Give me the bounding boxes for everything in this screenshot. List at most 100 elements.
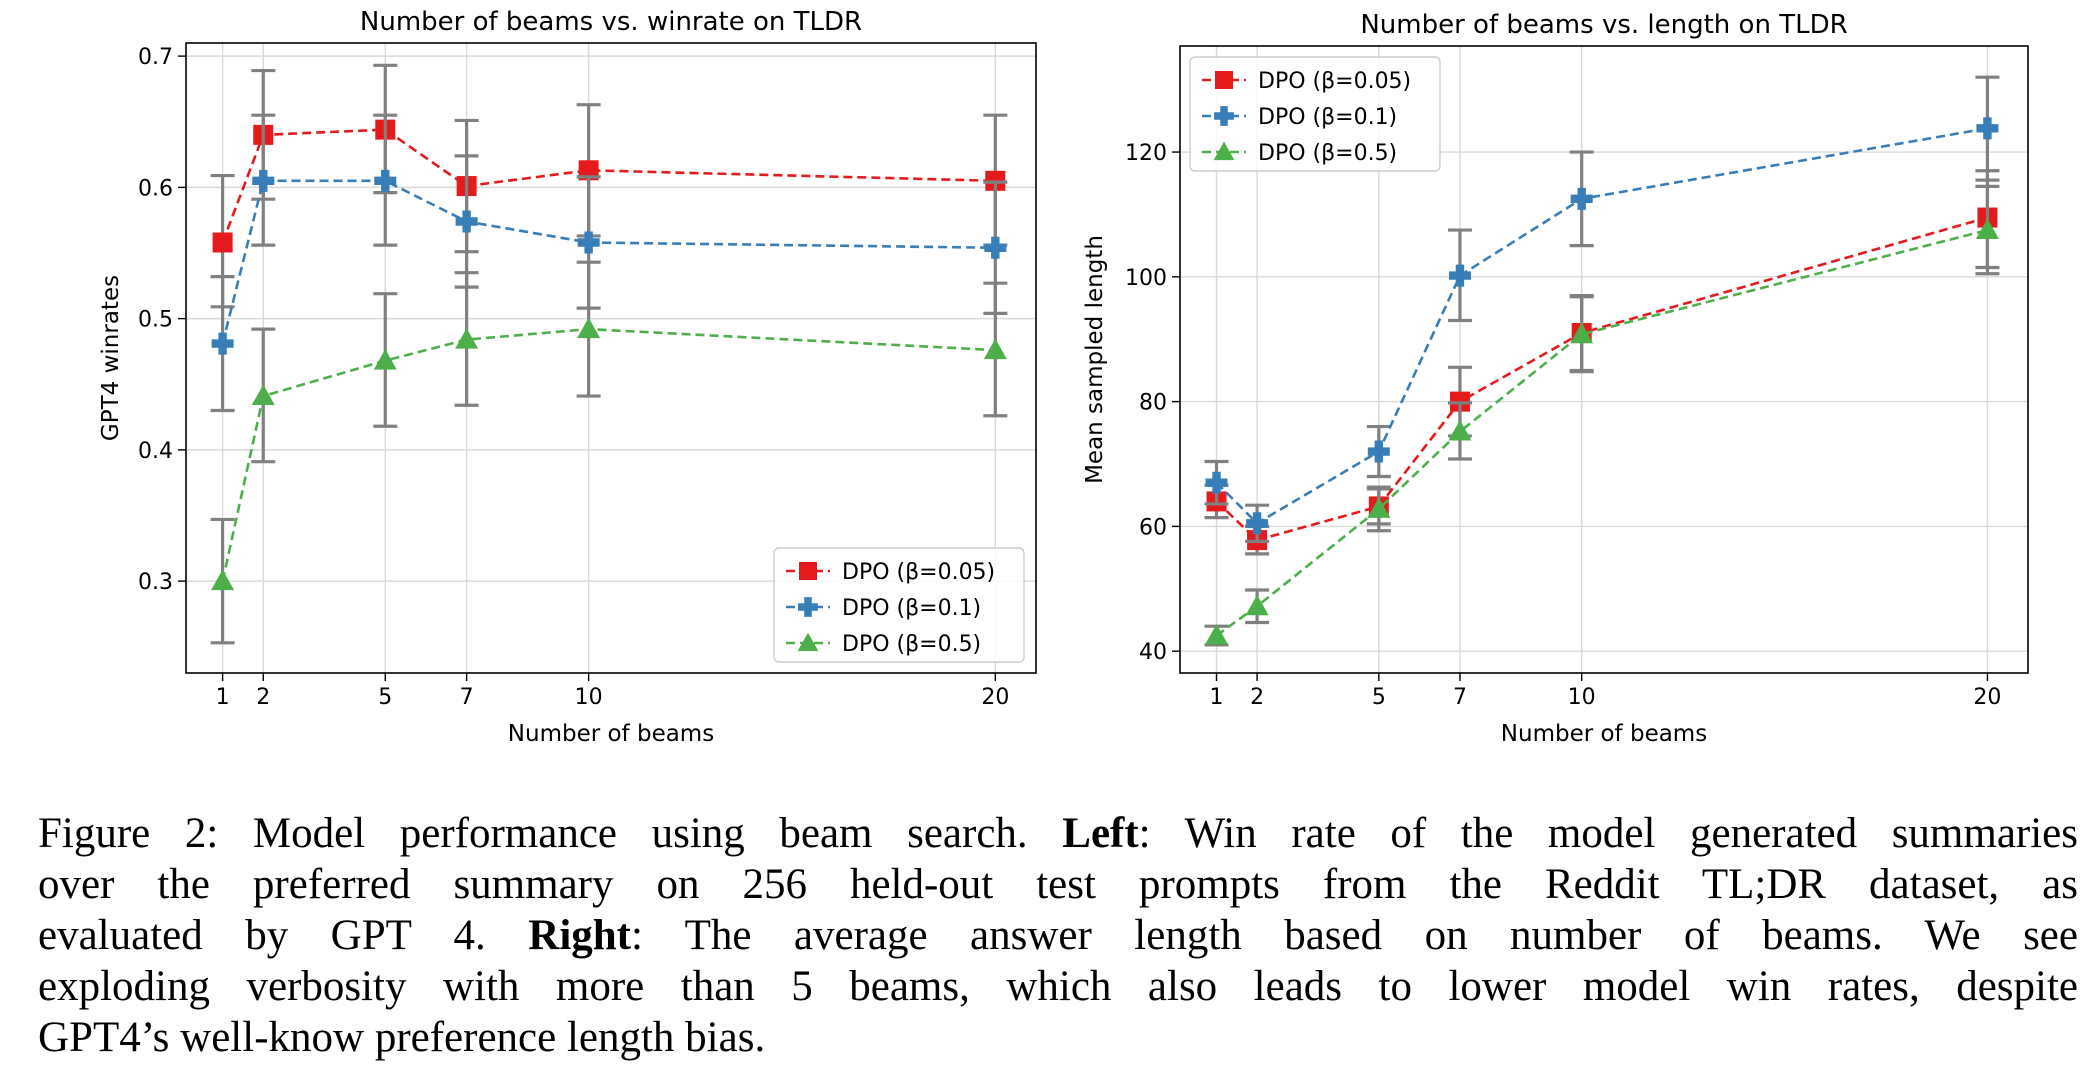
series-line: [1215, 228, 1988, 637]
series-line: [221, 128, 996, 243]
x-tick-label: 20: [981, 685, 1009, 710]
caption-text: : Win rate of the model generated summar…: [1138, 810, 2078, 857]
data-point: [251, 384, 275, 406]
caption-text: Figure 2: Model performance using beam s…: [38, 810, 1063, 857]
legend-item: DPO (β=0.05): [1202, 69, 1411, 94]
data-point: [1448, 264, 1471, 287]
plot-frame: [185, 42, 1037, 674]
series-line: [221, 327, 996, 582]
figure-canvas: 1 2 5 7 10 20 0.3 0.4 0.5 0.6 0.7 Number of beams v…: [98, 7, 2029, 747]
y-tick-label: 80: [1139, 391, 1167, 416]
legend-marker: [1213, 141, 1235, 161]
data-point: [984, 236, 1007, 259]
series-line: [1215, 216, 1988, 542]
data-point: [1205, 471, 1228, 494]
x-axis-label: Number of beams: [1501, 721, 1707, 747]
data-point: [1976, 117, 1999, 140]
x-tick-label: 5: [1372, 685, 1386, 710]
legend-marker: [797, 632, 819, 652]
data-point: [1570, 322, 1594, 344]
caption-text: : The average answer length based on num…: [631, 912, 2078, 959]
data-point: [1448, 420, 1472, 441]
x-tick-label: 20: [1973, 685, 2001, 710]
figure-caption: Figure 2: Model performance using beam s…: [38, 808, 2078, 1063]
series-line: [1215, 127, 1988, 525]
chart-title: Number of beams vs. length on TLDR: [1360, 10, 1847, 40]
series-dpo-0-5: [1204, 184, 2000, 647]
x-tick-label: 1: [1210, 685, 1224, 710]
caption-line: over the preferred summary on 256 held-o…: [38, 859, 2078, 910]
y-tick-label: 0.5: [138, 308, 173, 333]
y-axis-label: GPT4 winrates: [98, 275, 124, 441]
caption-text: exploding verbosity with more than 5 bea…: [38, 963, 2078, 1010]
data-point: [455, 210, 478, 233]
legend-label: DPO (β=0.1): [842, 596, 981, 621]
legend-label: DPO (β=0.5): [1258, 141, 1397, 166]
y-tick-label: 0.6: [138, 176, 173, 201]
legend-marker: [1214, 106, 1234, 126]
legend-item: DPO (β=0.05): [786, 560, 995, 585]
x-tick-label: 10: [1568, 685, 1596, 710]
y-tick-label: 100: [1125, 266, 1167, 291]
x-tick-label: 10: [575, 685, 603, 710]
data-point: [577, 231, 600, 254]
winrate-chart: 1 2 5 7 10 20 0.3 0.4 0.5 0.6 0.7 Number of beams v…: [98, 7, 1037, 747]
data-point: [1975, 218, 1999, 240]
caption-text: evaluated by GPT 4.: [38, 912, 529, 959]
data-point: [211, 569, 235, 591]
plot-frame: [1179, 45, 2029, 674]
series-dpo-0-1: [210, 113, 1008, 413]
x-tick-label: 7: [1453, 685, 1467, 710]
legend-label: DPO (β=0.05): [842, 560, 995, 585]
legend-item: DPO (β=0.5): [1202, 141, 1397, 166]
data-point: [1245, 594, 1269, 616]
y-tick-label: 60: [1139, 515, 1167, 540]
caption-text: over the preferred summary on 256 held-o…: [38, 861, 2078, 908]
data-point: [212, 232, 233, 253]
series-dpo-0-05: [1204, 169, 2000, 556]
legend: DPO (β=0.05) DPO (β=0.1) DPO (β=0.5): [773, 547, 1025, 663]
legend-marker: [1215, 71, 1233, 89]
data-point: [455, 328, 479, 349]
caption-line: evaluated by GPT 4. Right: The average a…: [38, 910, 2078, 961]
data-point: [252, 169, 275, 192]
chart-title: Number of beams vs. winrate on TLDR: [360, 7, 862, 37]
caption-bold-text: Right: [528, 912, 631, 959]
legend-marker: [798, 597, 818, 617]
caption-line: Figure 2: Model performance using beam s…: [38, 808, 2078, 859]
legend-box: [1189, 56, 1441, 172]
legend-item: DPO (β=0.1): [1202, 105, 1397, 130]
caption-line: exploding verbosity with more than 5 bea…: [38, 961, 2078, 1012]
y-axis-label: Mean sampled length: [1082, 235, 1108, 484]
data-point: [1205, 624, 1229, 645]
data-point: [1246, 512, 1269, 535]
y-tick-label: 120: [1125, 141, 1167, 166]
caption-bold-text: Left: [1062, 810, 1139, 857]
series-dpo-0-1: [1204, 75, 2000, 543]
legend: DPO (β=0.05) DPO (β=0.1) DPO (β=0.5): [1189, 56, 1441, 172]
data-point: [1570, 187, 1593, 210]
y-tick-label: 40: [1139, 640, 1167, 665]
x-tick-label: 2: [1250, 685, 1264, 710]
x-tick-label: 1: [216, 685, 230, 710]
legend-marker: [799, 562, 817, 580]
legend-label: DPO (β=0.05): [1258, 69, 1411, 94]
data-point: [374, 169, 397, 192]
y-tick-label: 0.3: [138, 570, 173, 595]
data-point: [577, 317, 601, 339]
x-tick-label: 7: [460, 685, 474, 710]
data-point: [211, 332, 234, 355]
caption-text: GPT4’s well-know preference length bias.: [38, 1014, 766, 1061]
series-dpo-0-05: [210, 63, 1008, 309]
data-point: [373, 349, 397, 370]
legend-label: DPO (β=0.5): [842, 632, 981, 657]
legend-box: [773, 547, 1025, 663]
x-tick-label: 2: [256, 685, 270, 710]
length-chart: 1 2 5 7 10 20 40 60 80 100 120 Number of beams vs. …: [1082, 10, 2029, 747]
y-tick-label: 0.7: [138, 45, 173, 70]
x-axis-label: Number of beams: [508, 721, 714, 747]
legend-item: DPO (β=0.1): [786, 596, 981, 621]
y-tick-label: 0.4: [138, 439, 173, 464]
legend-item: DPO (β=0.5): [786, 632, 981, 657]
data-point: [1367, 440, 1390, 463]
